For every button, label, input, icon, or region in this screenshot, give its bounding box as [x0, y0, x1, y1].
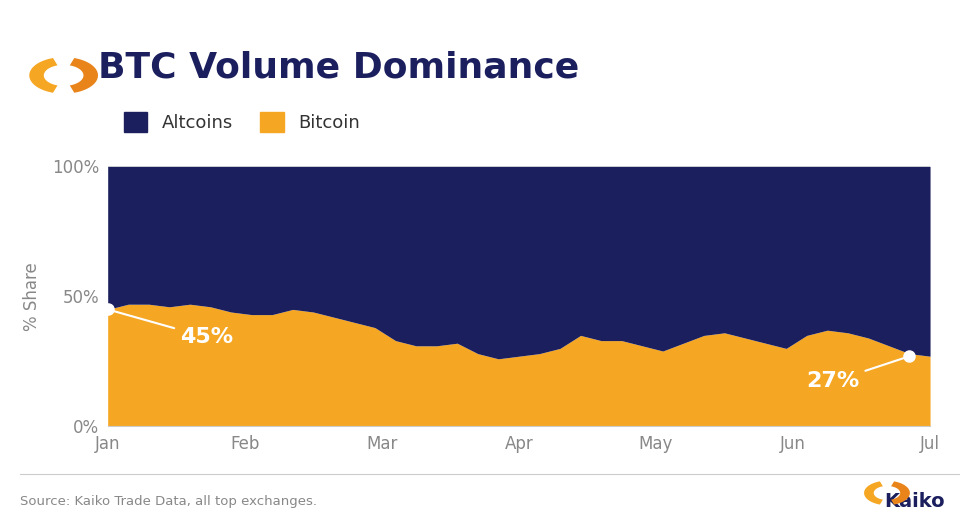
Polygon shape: [29, 58, 58, 93]
Text: Kaiko: Kaiko: [883, 492, 944, 511]
Legend: Altcoins, Bitcoin: Altcoins, Bitcoin: [116, 105, 367, 139]
Polygon shape: [69, 58, 98, 93]
Text: 45%: 45%: [111, 310, 233, 347]
Polygon shape: [864, 482, 882, 504]
Y-axis label: % Share: % Share: [22, 262, 41, 331]
Text: BTC Volume Dominance: BTC Volume Dominance: [98, 50, 579, 85]
Polygon shape: [890, 482, 909, 504]
Text: Source: Kaiko Trade Data, all top exchanges.: Source: Kaiko Trade Data, all top exchan…: [20, 495, 316, 509]
Text: 27%: 27%: [806, 357, 906, 392]
